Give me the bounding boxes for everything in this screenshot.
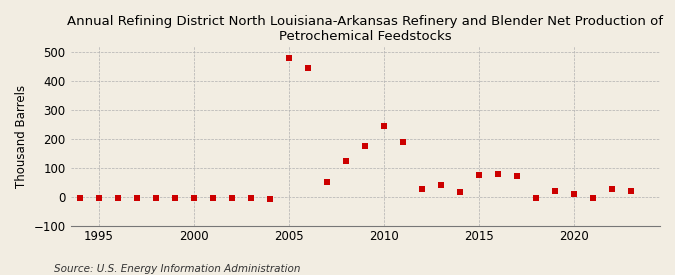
- Point: [626, 189, 637, 193]
- Point: [398, 140, 408, 144]
- Point: [455, 190, 466, 195]
- Point: [75, 196, 86, 200]
- Point: [474, 173, 485, 177]
- Point: [303, 66, 314, 70]
- Point: [360, 144, 371, 148]
- Point: [417, 186, 428, 191]
- Point: [588, 196, 599, 200]
- Point: [512, 174, 523, 179]
- Point: [169, 196, 180, 200]
- Point: [531, 195, 542, 200]
- Point: [151, 196, 161, 200]
- Point: [113, 196, 124, 200]
- Point: [94, 196, 105, 200]
- Point: [436, 183, 447, 187]
- Point: [341, 158, 352, 163]
- Point: [493, 171, 504, 176]
- Point: [569, 192, 580, 196]
- Point: [208, 196, 219, 200]
- Point: [227, 196, 238, 200]
- Y-axis label: Thousand Barrels: Thousand Barrels: [15, 84, 28, 188]
- Title: Annual Refining District North Louisiana-Arkansas Refinery and Blender Net Produ: Annual Refining District North Louisiana…: [68, 15, 664, 43]
- Point: [132, 196, 142, 200]
- Point: [379, 124, 389, 128]
- Point: [265, 197, 275, 201]
- Point: [189, 196, 200, 200]
- Point: [246, 196, 256, 200]
- Point: [550, 189, 561, 193]
- Point: [284, 56, 294, 60]
- Point: [322, 180, 333, 185]
- Text: Source: U.S. Energy Information Administration: Source: U.S. Energy Information Administ…: [54, 264, 300, 274]
- Point: [607, 187, 618, 192]
